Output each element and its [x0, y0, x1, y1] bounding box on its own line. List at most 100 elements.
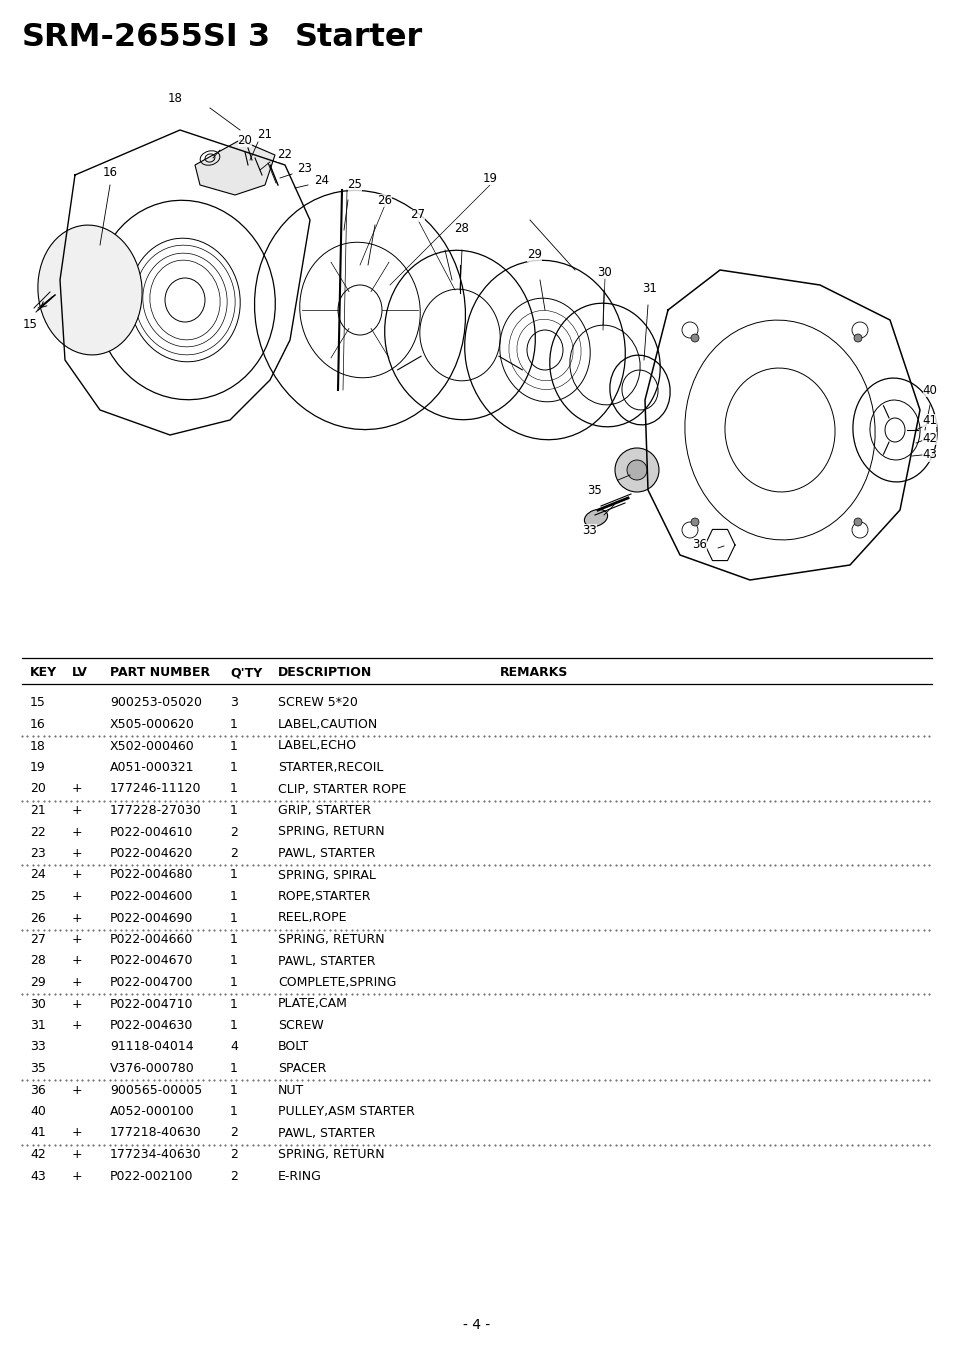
- Text: 43: 43: [922, 449, 937, 462]
- Text: SPACER: SPACER: [277, 1062, 326, 1075]
- Text: 15: 15: [23, 319, 37, 331]
- Circle shape: [626, 459, 646, 480]
- Text: 1: 1: [230, 934, 237, 946]
- Text: COMPLETE,SPRING: COMPLETE,SPRING: [277, 975, 395, 989]
- Text: P022-004710: P022-004710: [110, 997, 193, 1011]
- Text: PART NUMBER: PART NUMBER: [110, 666, 210, 680]
- Text: 21: 21: [30, 804, 46, 817]
- Text: 29: 29: [527, 249, 542, 262]
- Text: 23: 23: [297, 162, 313, 174]
- Text: 1: 1: [230, 717, 237, 731]
- Text: 1: 1: [230, 955, 237, 967]
- Text: - 4 -: - 4 -: [463, 1319, 490, 1332]
- Text: 2: 2: [230, 1127, 237, 1139]
- Text: 27: 27: [30, 934, 46, 946]
- Text: X505-000620: X505-000620: [110, 717, 194, 731]
- Text: LABEL,CAUTION: LABEL,CAUTION: [277, 717, 377, 731]
- Text: 1: 1: [230, 975, 237, 989]
- Text: 28: 28: [30, 955, 46, 967]
- Text: STARTER,RECOIL: STARTER,RECOIL: [277, 761, 383, 774]
- Text: +: +: [71, 1084, 83, 1097]
- Text: REMARKS: REMARKS: [499, 666, 568, 680]
- Text: 36: 36: [30, 1084, 46, 1097]
- Text: SPRING, RETURN: SPRING, RETURN: [277, 934, 384, 946]
- Text: 1: 1: [230, 890, 237, 902]
- Text: +: +: [71, 955, 83, 967]
- Text: 35: 35: [30, 1062, 46, 1075]
- Circle shape: [615, 449, 659, 492]
- Text: 1: 1: [230, 997, 237, 1011]
- Circle shape: [690, 517, 699, 526]
- Text: 24: 24: [30, 869, 46, 881]
- Text: 31: 31: [642, 281, 657, 295]
- Text: 20: 20: [237, 134, 253, 146]
- Text: 30: 30: [597, 266, 612, 278]
- Text: P022-004700: P022-004700: [110, 975, 193, 989]
- Text: +: +: [71, 782, 83, 796]
- Text: SPRING, RETURN: SPRING, RETURN: [277, 1148, 384, 1161]
- Text: 35: 35: [587, 484, 601, 497]
- Ellipse shape: [38, 226, 142, 355]
- Text: 18: 18: [168, 92, 182, 104]
- Text: 91118-04014: 91118-04014: [110, 1040, 193, 1054]
- Text: 42: 42: [922, 431, 937, 444]
- Text: +: +: [71, 912, 83, 924]
- Text: 15: 15: [30, 697, 46, 709]
- Text: PAWL, STARTER: PAWL, STARTER: [277, 955, 375, 967]
- Text: BOLT: BOLT: [277, 1040, 309, 1054]
- Text: 2: 2: [230, 1148, 237, 1161]
- Text: +: +: [71, 1019, 83, 1032]
- Text: 21: 21: [257, 127, 273, 141]
- Text: P022-004600: P022-004600: [110, 890, 193, 902]
- Text: P022-004670: P022-004670: [110, 955, 193, 967]
- Text: 4: 4: [230, 1040, 237, 1054]
- Text: P022-004660: P022-004660: [110, 934, 193, 946]
- Text: 40: 40: [922, 384, 937, 396]
- Text: 2: 2: [230, 847, 237, 861]
- Text: P022-004620: P022-004620: [110, 847, 193, 861]
- Text: +: +: [71, 847, 83, 861]
- Text: 42: 42: [30, 1148, 46, 1161]
- Text: 19: 19: [30, 761, 46, 774]
- Text: 41: 41: [922, 413, 937, 427]
- Text: 23: 23: [30, 847, 46, 861]
- Text: 31: 31: [30, 1019, 46, 1032]
- Text: 20: 20: [30, 782, 46, 796]
- Text: KEY: KEY: [30, 666, 57, 680]
- Text: CLIP, STARTER ROPE: CLIP, STARTER ROPE: [277, 782, 406, 796]
- Text: 26: 26: [30, 912, 46, 924]
- Text: REEL,ROPE: REEL,ROPE: [277, 912, 347, 924]
- Polygon shape: [194, 141, 274, 195]
- Text: 36: 36: [692, 539, 707, 551]
- Text: +: +: [71, 975, 83, 989]
- Text: 19: 19: [482, 172, 497, 185]
- Text: 22: 22: [30, 825, 46, 839]
- Text: +: +: [71, 804, 83, 817]
- Text: Starter: Starter: [294, 23, 423, 54]
- Text: ROPE,STARTER: ROPE,STARTER: [277, 890, 371, 902]
- Text: 18: 18: [30, 739, 46, 753]
- Text: 1: 1: [230, 804, 237, 817]
- Text: PULLEY,ASM STARTER: PULLEY,ASM STARTER: [277, 1105, 415, 1119]
- Text: 27: 27: [410, 208, 425, 222]
- Text: 30: 30: [30, 997, 46, 1011]
- Circle shape: [853, 334, 862, 342]
- Text: 3: 3: [248, 23, 270, 54]
- Text: +: +: [71, 869, 83, 881]
- Text: P022-004610: P022-004610: [110, 825, 193, 839]
- Text: 177218-40630: 177218-40630: [110, 1127, 201, 1139]
- Text: SPRING, SPIRAL: SPRING, SPIRAL: [277, 869, 375, 881]
- Text: 26: 26: [377, 193, 392, 207]
- Text: P022-004630: P022-004630: [110, 1019, 193, 1032]
- Text: PLATE,CAM: PLATE,CAM: [277, 997, 348, 1011]
- Text: 29: 29: [30, 975, 46, 989]
- Text: +: +: [71, 825, 83, 839]
- Text: A052-000100: A052-000100: [110, 1105, 194, 1119]
- Text: LV: LV: [71, 666, 88, 680]
- Text: 25: 25: [30, 890, 46, 902]
- Text: Q'TY: Q'TY: [230, 666, 262, 680]
- Text: SPRING, RETURN: SPRING, RETURN: [277, 825, 384, 839]
- Ellipse shape: [584, 509, 607, 527]
- Text: 1: 1: [230, 782, 237, 796]
- Text: SCREW 5*20: SCREW 5*20: [277, 697, 357, 709]
